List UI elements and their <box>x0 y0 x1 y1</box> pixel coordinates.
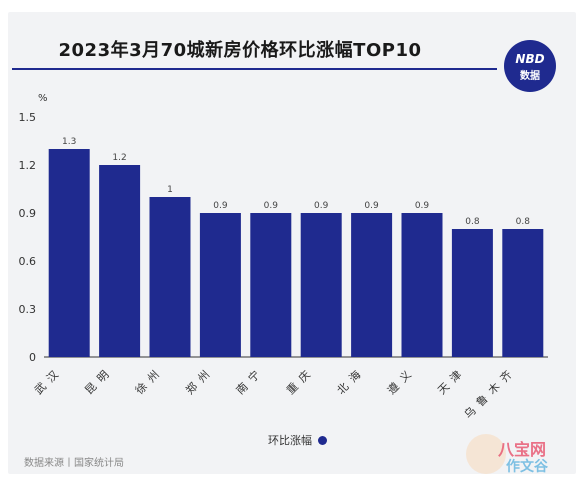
x-tick-label: 乌鲁木齐 <box>461 363 519 421</box>
bar <box>300 213 342 357</box>
x-tick-label: 重庆 <box>283 363 317 397</box>
bar <box>149 197 191 357</box>
logo-line1: NBD <box>515 52 545 66</box>
watermark-text: 八宝网 <box>498 440 547 459</box>
legend: 环比涨幅 <box>268 432 327 448</box>
data-label: 0.8 <box>516 217 531 227</box>
y-tick-label: 1.2 <box>19 159 37 172</box>
chart-title: 2023年3月70城新房价格环比涨幅TOP10 <box>58 40 422 61</box>
data-label: 0.9 <box>213 201 228 211</box>
legend-label: 环比涨幅 <box>268 434 312 447</box>
legend-swatch <box>318 436 327 445</box>
data-label: 1.2 <box>112 153 126 163</box>
bar <box>48 149 90 357</box>
y-tick-label: 1.5 <box>19 111 37 124</box>
watermark-badge <box>466 434 506 474</box>
y-axis-unit: % <box>38 93 48 104</box>
bar <box>250 213 292 357</box>
data-source: 数据来源丨国家统计局 <box>24 458 124 469</box>
data-label: 0.8 <box>465 217 480 227</box>
x-tick-label: 遵义 <box>384 363 418 397</box>
watermark-text-secondary: 作文谷 <box>506 459 548 475</box>
x-tick-label: 徐州 <box>132 363 166 397</box>
data-label: 1 <box>167 185 173 195</box>
x-tick-label: 天津 <box>435 364 468 397</box>
bar <box>351 213 393 357</box>
y-tick-label: 0.9 <box>19 207 37 220</box>
data-label: 0.9 <box>415 201 430 211</box>
data-label: 1.3 <box>62 137 76 147</box>
x-tick-label: 昆明 <box>82 364 115 397</box>
title-underline <box>12 68 497 70</box>
bar <box>99 165 141 357</box>
bar <box>502 229 544 357</box>
y-tick-label: 0.3 <box>19 303 37 316</box>
bar <box>401 213 443 357</box>
bar <box>451 229 493 357</box>
x-tick-label: 北海 <box>334 363 368 397</box>
logo-line2: 数据 <box>520 71 540 82</box>
y-tick-label: 0.6 <box>19 255 37 268</box>
x-tick-label: 郑州 <box>183 363 217 397</box>
nbd-logo: NBD 数据 <box>504 40 556 92</box>
data-label: 0.9 <box>364 201 379 211</box>
data-label: 0.9 <box>264 201 279 211</box>
x-tick-label: 南宁 <box>233 363 267 397</box>
y-tick-label: 0 <box>29 351 36 364</box>
data-label: 0.9 <box>314 201 329 211</box>
x-tick-label: 武汉 <box>32 364 65 397</box>
bar <box>199 213 241 357</box>
